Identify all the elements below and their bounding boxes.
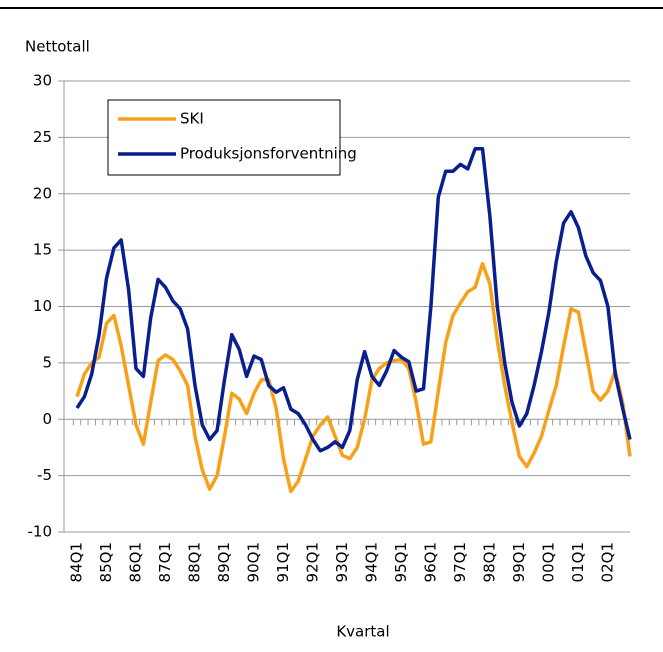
x-tick-label: 96Q1 — [421, 542, 439, 582]
x-tick-label: 93Q1 — [333, 542, 351, 582]
legend-label: Produksjonsforventning — [180, 145, 357, 163]
x-tick-label: 86Q1 — [126, 542, 144, 582]
y-tick-label: 10 — [33, 297, 52, 315]
y-axis-label: Nettotall — [25, 38, 90, 56]
x-tick-label: 85Q1 — [97, 542, 115, 582]
series-line — [75, 146, 632, 453]
y-tick-label: -5 — [37, 466, 52, 484]
y-tick-label: 5 — [42, 353, 52, 371]
x-tick-label: 00Q1 — [539, 542, 557, 582]
x-tick-label: 84Q1 — [68, 542, 86, 582]
x-tick-label: 92Q1 — [303, 542, 321, 582]
x-tick-label: 02Q1 — [598, 542, 616, 582]
y-tick-label: 30 — [33, 72, 52, 90]
x-tick-label: 90Q1 — [244, 542, 262, 582]
y-tick-label: 15 — [33, 241, 52, 259]
x-tick-label: 97Q1 — [451, 542, 469, 582]
legend-box — [107, 99, 341, 176]
series-line — [75, 261, 632, 494]
y-tick-label: 25 — [33, 128, 52, 146]
legend-label: SKI — [180, 110, 204, 128]
x-tick-label: 87Q1 — [156, 542, 174, 582]
x-tick-label: 91Q1 — [274, 542, 292, 582]
x-tick-label: 01Q1 — [569, 542, 587, 582]
x-tick-label: 99Q1 — [510, 542, 528, 582]
y-tick-label: -10 — [28, 523, 53, 541]
y-tick-label: 20 — [33, 184, 52, 202]
x-tick-label: 88Q1 — [185, 542, 203, 582]
x-axis-label: Kvartal — [336, 623, 389, 641]
x-tick-label: 95Q1 — [392, 542, 410, 582]
x-tick-label: 94Q1 — [362, 542, 380, 582]
x-tick-label: 98Q1 — [480, 542, 498, 582]
x-tick-label: 89Q1 — [215, 542, 233, 582]
y-tick-label: 0 — [42, 410, 52, 428]
